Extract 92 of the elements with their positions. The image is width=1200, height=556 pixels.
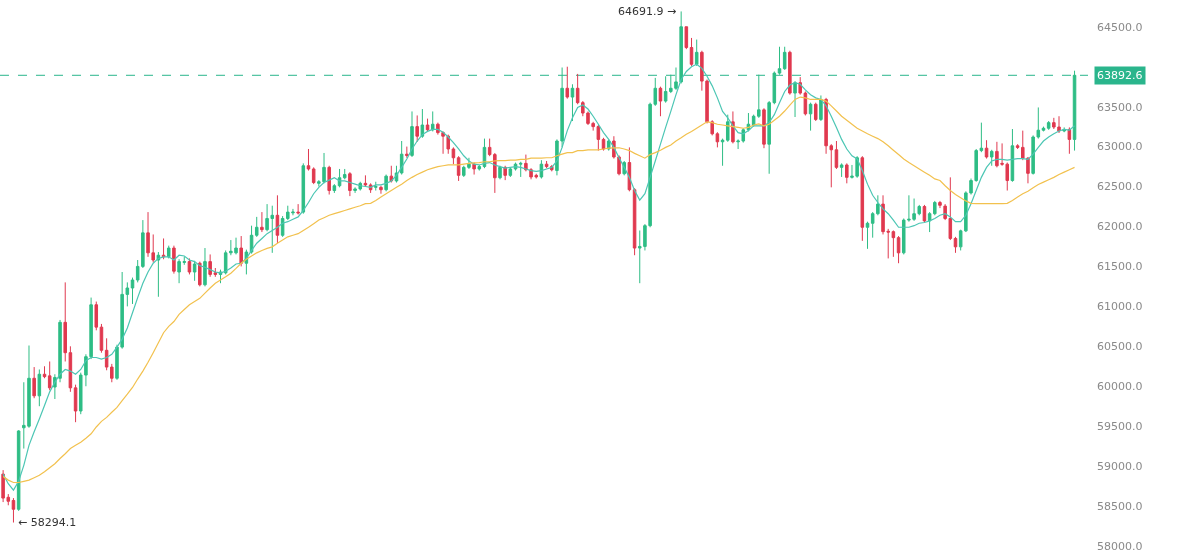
candlestick <box>156 251 161 298</box>
candlestick <box>456 155 461 182</box>
candlestick <box>73 384 78 423</box>
candlestick <box>565 66 570 100</box>
candlestick <box>11 497 16 524</box>
candlestick <box>953 236 958 254</box>
candlestick <box>570 83 575 122</box>
y-tick-label: 59000.0 <box>1097 459 1143 473</box>
candlestick <box>306 148 311 172</box>
candlestick <box>865 221 870 250</box>
candlestick <box>632 187 637 256</box>
candlestick <box>498 165 502 180</box>
candlestick <box>839 162 844 178</box>
candlestick <box>725 114 730 143</box>
candlestick <box>1046 120 1051 131</box>
candlestick <box>845 162 849 184</box>
candlestick <box>192 260 197 282</box>
candlestick <box>301 162 306 215</box>
candlestick <box>720 138 725 167</box>
candlestick <box>130 277 135 305</box>
candlestick <box>32 366 36 399</box>
candlestick <box>782 46 787 71</box>
y-tick-label: 60000.0 <box>1097 380 1143 394</box>
candlestick <box>793 80 797 118</box>
candlestick <box>420 108 425 139</box>
candlestick <box>172 245 176 275</box>
annotation: 64691.9 → <box>618 5 677 18</box>
y-tick-label: 59500.0 <box>1097 420 1143 434</box>
candlestick <box>311 166 316 185</box>
candlestick <box>477 164 482 172</box>
candlestick <box>327 165 331 196</box>
candlestick <box>47 360 52 391</box>
y-tick-label: 61000.0 <box>1097 300 1143 314</box>
candlestick <box>379 185 383 195</box>
y-tick-label: 62500.0 <box>1097 180 1143 194</box>
candlestick <box>260 211 264 233</box>
candlestick <box>332 183 337 194</box>
candlestick <box>984 139 989 160</box>
candlestick <box>518 161 523 178</box>
candlestick <box>42 365 47 379</box>
candlestick <box>689 37 694 67</box>
y-tick-label: 60500.0 <box>1097 340 1143 354</box>
candlestick <box>425 118 430 132</box>
y-tick-label: 63000.0 <box>1097 140 1143 154</box>
candlestick <box>1010 128 1015 183</box>
candlestick <box>399 140 404 176</box>
candlestick <box>819 94 823 122</box>
candlestick <box>275 194 280 244</box>
y-tick-label: 58500.0 <box>1097 499 1143 513</box>
candlestick <box>405 146 409 159</box>
candlestick <box>694 39 699 67</box>
candlestick <box>348 171 352 197</box>
candlestick <box>834 140 839 170</box>
candlestick <box>1067 126 1072 155</box>
candlestick <box>203 247 207 287</box>
candlestick <box>896 235 901 264</box>
candlestick <box>860 155 865 242</box>
candlestick <box>254 216 259 238</box>
candlestick <box>166 245 171 259</box>
candlestick <box>415 114 419 143</box>
candlestick <box>296 203 300 215</box>
candlestick <box>342 168 347 180</box>
candlestick <box>813 102 818 122</box>
candlestick <box>762 107 766 149</box>
candlestick <box>16 429 21 512</box>
candlestick <box>198 261 202 287</box>
y-tick-label: 58000.0 <box>1097 539 1143 553</box>
candlestick <box>539 159 544 180</box>
candlestick <box>94 301 99 331</box>
candlestick <box>374 181 378 192</box>
candlestick <box>808 102 813 132</box>
candlestick <box>627 146 632 192</box>
y-tick-label: 63500.0 <box>1097 100 1143 114</box>
ref-line-label: 63892.6 <box>1097 69 1143 82</box>
candlestick <box>363 174 368 188</box>
y-tick-label: 62000.0 <box>1097 220 1143 234</box>
candlestick <box>389 165 394 184</box>
candlestick <box>1026 156 1030 184</box>
candlestick <box>508 166 513 178</box>
candlestick <box>161 237 166 260</box>
candlestick <box>430 110 435 132</box>
candlestick <box>410 110 414 158</box>
candlestick <box>658 86 663 117</box>
candlestick <box>451 146 456 165</box>
candlestick <box>684 26 689 50</box>
candlestick <box>239 235 243 267</box>
annotation: ← 58294.1 <box>18 516 77 529</box>
candlestick <box>37 368 42 407</box>
candlestick <box>989 149 994 167</box>
y-tick-label: 61500.0 <box>1097 260 1143 274</box>
y-tick-label: 64500.0 <box>1097 20 1143 34</box>
candlestick <box>788 50 792 96</box>
